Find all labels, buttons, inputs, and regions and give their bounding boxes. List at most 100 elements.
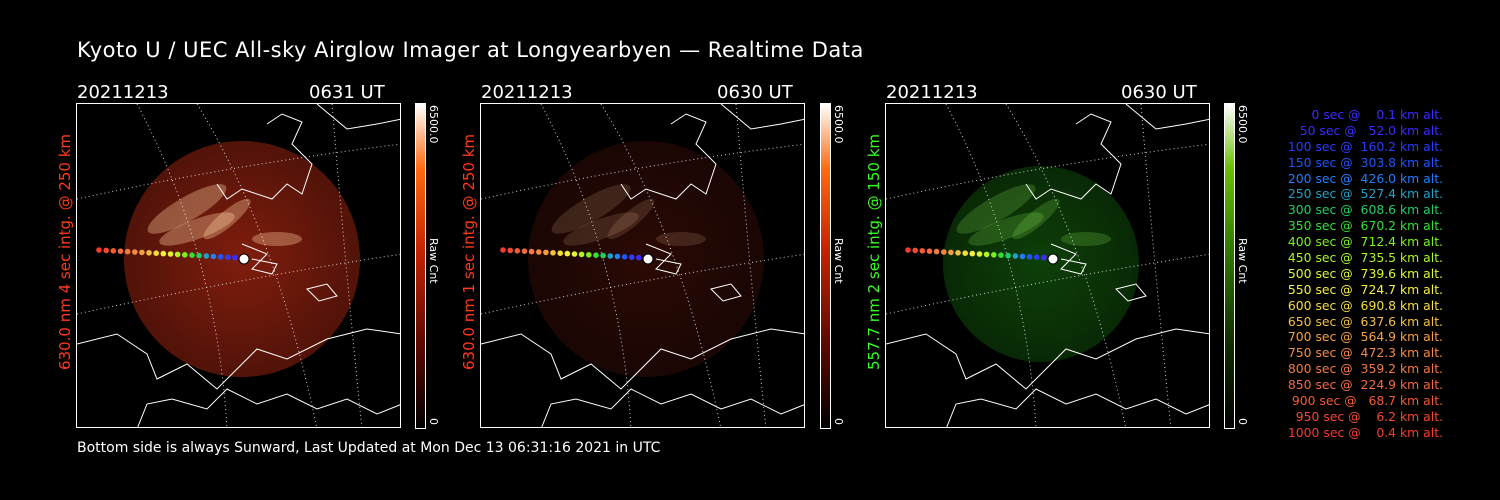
coastline — [316, 104, 400, 130]
aurora-streak — [159, 212, 235, 246]
panel-time: 0630 UT — [717, 82, 793, 103]
grid-line — [481, 143, 804, 200]
trajectory-point — [607, 253, 614, 259]
aurora-streak — [968, 212, 1044, 246]
grid-line — [196, 104, 318, 427]
trajectory-point — [224, 254, 231, 260]
colorbar-max: 6500.0 — [1236, 105, 1249, 144]
trajectory-point — [578, 251, 585, 258]
panel-ylabel: 630.0 nm 1 sec intg. @ 250 km — [460, 133, 478, 370]
grid-line — [886, 253, 1209, 315]
trajectory-point — [117, 248, 124, 254]
trajectory-point — [912, 247, 918, 254]
trajectory-point — [948, 249, 954, 256]
coastline — [1050, 243, 1087, 275]
aurora-streak — [1061, 232, 1111, 246]
trajectory-point — [557, 250, 563, 256]
trajectory-point — [941, 249, 947, 255]
colorbar-label: Raw Cnt — [1236, 238, 1249, 284]
colorbar-max: 6500.0 — [832, 105, 845, 144]
legend-row: 350 sec @ 670.2 km alt. — [1283, 218, 1443, 234]
legend-row: 600 sec @ 690.8 km alt. — [1283, 297, 1443, 313]
trajectory-point — [160, 250, 167, 257]
aurora-streak — [956, 184, 1036, 234]
coastline — [137, 388, 400, 427]
grid-line — [136, 104, 228, 427]
legend-row: 50 sec @ 52.0 km alt. — [1291, 122, 1443, 138]
trajectory-point — [521, 248, 528, 254]
colorbar-max: 6500.0 — [427, 105, 440, 144]
trajectory-point — [146, 250, 152, 256]
trajectory-point — [962, 250, 968, 256]
legend-row: 500 sec @ 739.6 km alt. — [1283, 265, 1443, 281]
trajectory-point — [1012, 253, 1019, 259]
coastline — [541, 388, 804, 427]
trajectory-point — [507, 247, 513, 254]
panel-ylabel: 557.7 nm 2 sec intg. @ 150 km — [865, 133, 883, 370]
trajectory-point — [1026, 254, 1033, 260]
trajectory-point — [528, 248, 535, 255]
trajectory-point — [1019, 253, 1026, 260]
grid-line — [886, 143, 1209, 200]
coastline — [481, 328, 804, 390]
allsky-image-frame — [76, 103, 401, 428]
legend-row: 650 sec @ 637.6 km alt. — [1283, 313, 1443, 329]
trajectory-point — [998, 252, 1004, 258]
trajectory-point — [919, 248, 926, 254]
trajectory-point — [103, 247, 109, 254]
coastline — [77, 328, 400, 390]
legend-row: 450 sec @ 735.5 km alt. — [1283, 250, 1443, 266]
trajectory-point — [991, 252, 997, 258]
trajectory-point — [210, 253, 217, 260]
grid-line — [77, 253, 400, 315]
coastline — [1125, 104, 1209, 130]
colorbar-min: 0 — [832, 418, 845, 425]
legend-row: 300 sec @ 608.6 km alt. — [1283, 202, 1443, 218]
legend-row: 800 sec @ 359.2 km alt. — [1283, 361, 1443, 377]
trajectory-point — [110, 248, 117, 254]
coastline — [216, 113, 313, 200]
grid-line — [1140, 104, 1172, 427]
trajectory-point — [1041, 254, 1047, 261]
legend-row: 550 sec @ 724.7 km alt. — [1283, 281, 1443, 297]
aurora-streak — [563, 212, 639, 246]
trajectory-point — [153, 250, 159, 256]
trajectory-point — [174, 251, 181, 258]
panel-date: 20211213 — [886, 82, 978, 103]
legend-row: 950 sec @ 6.2 km alt. — [1291, 408, 1443, 424]
trajectory-point — [571, 251, 578, 257]
trajectory-point — [926, 248, 933, 254]
grid-line — [600, 104, 722, 427]
coastline — [886, 328, 1209, 390]
aurora-streak — [607, 198, 655, 240]
aurora-streak — [147, 184, 227, 234]
allsky-image — [481, 104, 804, 427]
trajectory-point — [564, 250, 571, 257]
colorbar-label: Raw Cnt — [832, 238, 845, 284]
legend-row: 1000 sec @ 0.4 km alt. — [1287, 424, 1443, 440]
legend-row: 150 sec @ 303.8 km alt. — [1283, 154, 1443, 170]
legend-row: 200 sec @ 426.0 km alt. — [1283, 170, 1443, 186]
legend-row: 100 sec @ 160.2 km alt. — [1283, 138, 1443, 154]
trajectory-point — [189, 252, 195, 258]
allsky-image — [77, 104, 400, 427]
panel-date: 20211213 — [481, 82, 573, 103]
panel-ylabel: 630.0 nm 4 sec intg. @ 250 km — [56, 133, 74, 370]
coastline — [306, 283, 338, 302]
grid-line — [77, 143, 400, 200]
grid-line — [1005, 104, 1127, 427]
trajectory-point — [500, 247, 506, 253]
trajectory-point — [905, 247, 911, 253]
grid-line — [540, 104, 632, 427]
legend-row: 700 sec @ 564.9 km alt. — [1283, 329, 1443, 345]
allsky-image-frame — [480, 103, 805, 428]
sky-disk — [943, 166, 1139, 362]
trajectory-origin — [238, 253, 250, 265]
coastline — [620, 113, 717, 200]
aurora-streak — [252, 232, 302, 246]
trajectory-point — [1005, 252, 1011, 259]
trajectory-point — [167, 251, 174, 257]
legend-row: 250 sec @ 527.4 km alt. — [1283, 186, 1443, 202]
trajectory-point — [621, 254, 628, 260]
aurora-streak — [1012, 198, 1060, 240]
